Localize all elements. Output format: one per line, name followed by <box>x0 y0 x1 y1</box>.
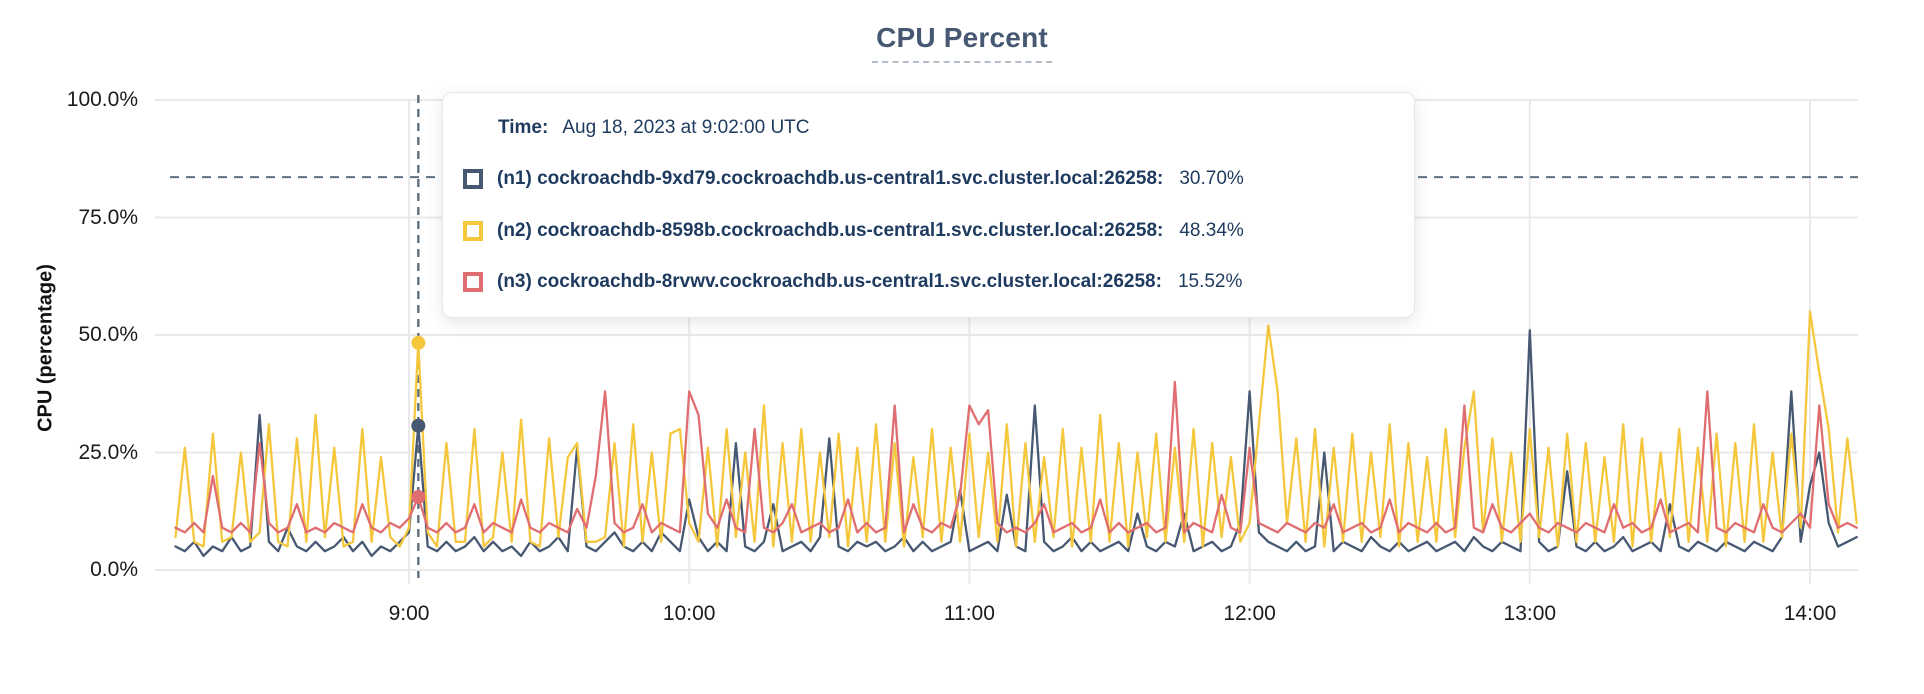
y-tick-label: 25.0% <box>78 440 138 464</box>
hover-dot-n2 <box>411 335 426 350</box>
x-tick-label: 12:00 <box>1223 602 1276 625</box>
y-tick-label: 0.0% <box>90 558 138 581</box>
tooltip-series-label: (n1) cockroachdb-9xd79.cockroachdb.us-ce… <box>497 168 1164 190</box>
series-n3-swatch-icon <box>463 271 483 292</box>
x-tick-label: 9:00 <box>388 602 430 625</box>
chart-header: CPU Percent <box>0 22 1924 63</box>
series-n2-swatch-icon <box>463 220 483 241</box>
chart-tooltip: Time: Aug 18, 2023 at 9:02:00 UTC (n1) co… <box>442 92 1415 318</box>
tooltip-series-value: 30.70% <box>1179 168 1244 190</box>
x-tick-label: 11:00 <box>943 602 995 625</box>
tooltip-series-label: (n2) cockroachdb-8598b.cockroachdb.us-ce… <box>497 219 1164 241</box>
hover-dot-n1 <box>411 418 426 433</box>
x-tick-label: 14:00 <box>1783 602 1837 625</box>
tooltip-series-label: (n3) cockroachdb-8rvwv.cockroachdb.us-ce… <box>497 270 1162 292</box>
tooltip-series-row-n1: (n1) cockroachdb-9xd79.cockroachdb.us-ce… <box>463 168 1386 190</box>
series-n1-swatch-icon <box>463 169 483 190</box>
tooltip-time-row: Time: Aug 18, 2023 at 9:02:00 UTC <box>498 117 1386 139</box>
tooltip-series-value: 48.34% <box>1179 219 1244 241</box>
x-tick-label: 10:00 <box>662 602 716 625</box>
chart-title[interactable]: CPU Percent <box>872 22 1052 63</box>
series-line-n2 <box>174 310 1858 548</box>
y-tick-label: 75.0% <box>78 205 138 229</box>
y-tick-label: 50.0% <box>78 323 138 346</box>
tooltip-series-row-n2: (n2) cockroachdb-8598b.cockroachdb.us-ce… <box>463 220 1386 242</box>
x-tick-label: 13:00 <box>1503 602 1557 625</box>
tooltip-time-label: Time: <box>498 117 549 138</box>
y-tick-label: 100.0% <box>66 88 138 111</box>
tooltip-series-row-n3: (n3) cockroachdb-8rvwv.cockroachdb.us-ce… <box>463 271 1386 293</box>
series-line-n3 <box>174 380 1858 534</box>
tooltip-time-value: Aug 18, 2023 at 9:02:00 UTC <box>562 117 810 138</box>
hover-dot-n3 <box>411 490 426 505</box>
tooltip-series-value: 15.52% <box>1177 270 1243 292</box>
